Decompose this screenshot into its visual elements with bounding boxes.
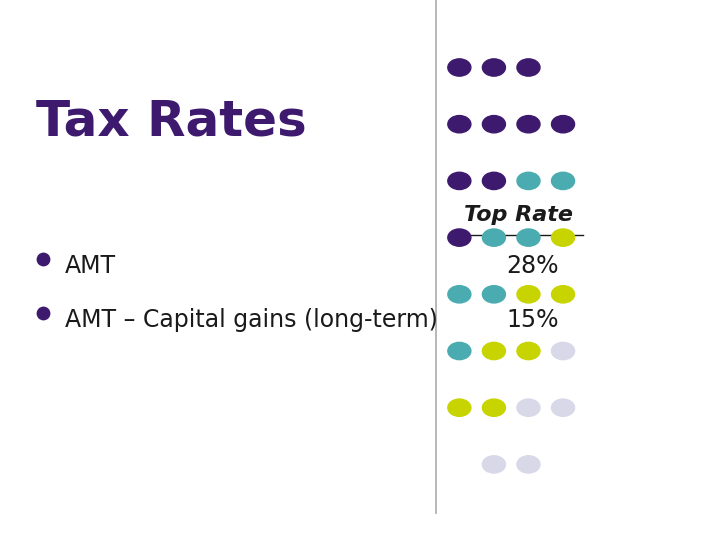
Circle shape	[448, 172, 471, 190]
Circle shape	[517, 229, 540, 246]
Circle shape	[448, 229, 471, 246]
Point	[37, 255, 49, 264]
Circle shape	[517, 172, 540, 190]
Circle shape	[448, 116, 471, 133]
Circle shape	[552, 172, 575, 190]
Text: AMT: AMT	[65, 254, 116, 278]
Circle shape	[517, 456, 540, 473]
Text: Tax Rates: Tax Rates	[36, 97, 307, 145]
Circle shape	[482, 172, 505, 190]
Text: 15%: 15%	[507, 308, 559, 332]
Circle shape	[448, 286, 471, 303]
Point	[37, 309, 49, 318]
Circle shape	[552, 116, 575, 133]
Circle shape	[517, 342, 540, 360]
Circle shape	[482, 116, 505, 133]
Circle shape	[552, 229, 575, 246]
Circle shape	[482, 342, 505, 360]
Circle shape	[552, 342, 575, 360]
Circle shape	[448, 59, 471, 76]
Circle shape	[517, 399, 540, 416]
Circle shape	[448, 342, 471, 360]
Circle shape	[482, 59, 505, 76]
Circle shape	[482, 399, 505, 416]
Text: Top Rate: Top Rate	[464, 205, 573, 225]
Circle shape	[552, 399, 575, 416]
Circle shape	[482, 229, 505, 246]
Text: AMT – Capital gains (long-term): AMT – Capital gains (long-term)	[65, 308, 438, 332]
Circle shape	[517, 286, 540, 303]
Circle shape	[552, 286, 575, 303]
Circle shape	[482, 286, 505, 303]
Circle shape	[482, 456, 505, 473]
Circle shape	[448, 399, 471, 416]
Circle shape	[517, 59, 540, 76]
Text: 28%: 28%	[507, 254, 559, 278]
Circle shape	[517, 116, 540, 133]
